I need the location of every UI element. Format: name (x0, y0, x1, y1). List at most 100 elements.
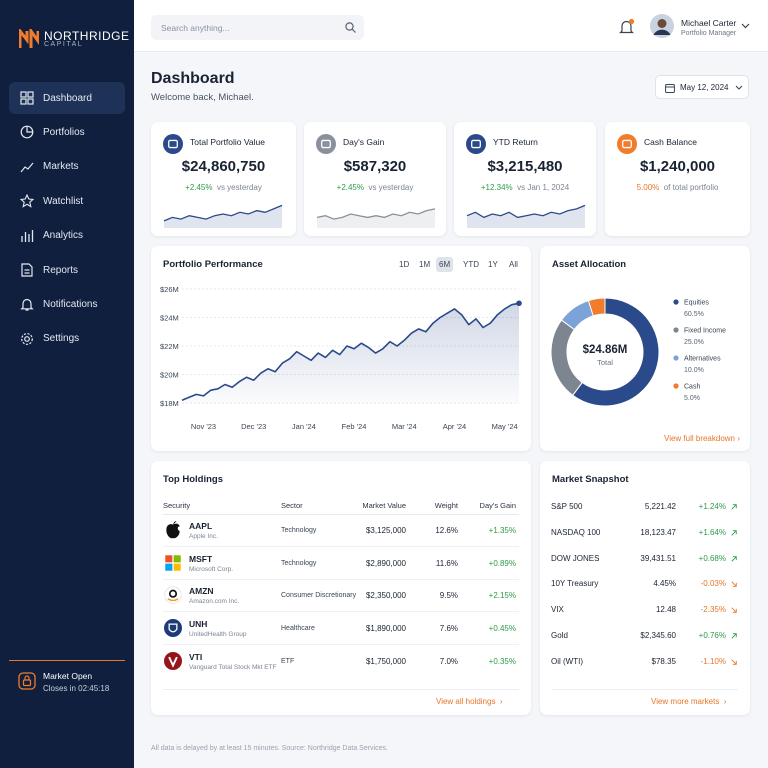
kpi-change-note: vs yesterday (368, 183, 414, 192)
column-header: Sector (281, 501, 303, 510)
sector: ETF (281, 657, 295, 665)
market-value: $1,890,000 (365, 624, 406, 634)
x-tick-label: Mar '24 (392, 422, 417, 431)
search-placeholder: Search anything... (161, 23, 230, 33)
kpi-label: Total Portfolio Value (190, 137, 265, 147)
change-arrow (731, 659, 737, 665)
index-value: 12.48 (655, 605, 676, 615)
footer-note: All data is delayed by at least 15 minut… (151, 745, 388, 752)
market-value: $3,125,000 (365, 526, 406, 535)
index-value: $2,345.60 (640, 631, 676, 640)
link-text: View more markets (651, 697, 720, 706)
avatar[interactable] (650, 14, 674, 38)
snapshot-card: Market Snapshot View more markets › S&P … (540, 461, 750, 715)
nav-item[interactable]: Analytics (9, 220, 125, 252)
nav-icon (20, 91, 34, 105)
range-button[interactable]: All (509, 260, 518, 269)
index-name: Gold (551, 631, 568, 640)
nav-label: Analytics (43, 230, 84, 242)
nav-label: Markets (43, 161, 79, 173)
range-button[interactable]: YTD (463, 260, 479, 269)
ticker: UNH (189, 619, 208, 630)
index-name: DOW JONES (551, 553, 600, 563)
range-button[interactable]: 1Y (488, 260, 498, 269)
legend-label: Fixed Income (684, 328, 726, 335)
market-status: Market Open (43, 671, 93, 681)
nav-label: Watchlist (43, 195, 84, 207)
legend-value: 60.5% (684, 311, 704, 318)
date-picker[interactable]: May 12, 2024 (655, 75, 749, 99)
brand-sub: CAPITAL (44, 41, 84, 48)
allocation-card: Asset Allocation Equities 60.5% Fixed Inco… (540, 246, 750, 451)
pie-slice (550, 319, 583, 396)
change-arrow (731, 504, 737, 510)
weight: 9.5% (439, 591, 458, 601)
kpi-change-value: +2.45% (336, 183, 364, 192)
topbar: Search anything... Michael Carter Portfo… (134, 0, 768, 52)
x-tick-label: Dec '23 (241, 422, 266, 431)
security-logo (165, 554, 181, 571)
legend-value: 25.0% (684, 339, 704, 346)
notification-icon[interactable] (619, 18, 635, 36)
brand-name: NORTHRIDGE (44, 29, 130, 43)
search-icon[interactable] (345, 22, 356, 33)
kpi-change: +12.34% vs Jan 1, 2024 (454, 183, 596, 192)
sparkline-line (466, 204, 586, 219)
x-tick-label: Apr '24 (443, 422, 467, 431)
user-menu-chevron[interactable] (741, 23, 750, 29)
line-area (182, 303, 519, 403)
index-change: -2.35% (700, 605, 726, 615)
x-tick-label: May '24 (492, 422, 518, 431)
nav-item[interactable]: Notifications (9, 288, 125, 320)
kpi-value: $3,215,480 (487, 158, 563, 175)
kpi-value: $24,860,750 (181, 158, 266, 175)
range-button[interactable]: 1D (399, 260, 410, 269)
column-header: Market Value (362, 501, 406, 510)
nav-item[interactable]: Dashboard (9, 82, 125, 114)
divider (9, 660, 125, 661)
holdings-card: Top Holdings View all holdings › Securit… (151, 461, 531, 715)
sidebar: NORTHRIDGE CAPITAL Dashboard Portfolios Ma… (0, 0, 134, 768)
nav-icon (20, 125, 34, 139)
security-name: Apple Inc. (189, 533, 218, 540)
index-value: 5,221.42 (644, 502, 676, 511)
security-logo (166, 521, 180, 539)
nav-icon (20, 194, 34, 208)
search-box[interactable]: Search anything... (151, 15, 364, 40)
nav-item[interactable]: Reports (9, 254, 125, 286)
ticker: MSFT (189, 553, 213, 564)
weight: 12.6% (435, 526, 458, 535)
breakdown-link[interactable]: View full breakdown › (664, 434, 740, 443)
sparkline (163, 204, 283, 228)
change-arrow (731, 633, 737, 639)
nav-item[interactable]: Markets (9, 151, 125, 183)
allocation-chart: Equities 60.5% Fixed Income 25.0% Alternativ… (550, 297, 726, 407)
index-change: -1.10% (700, 656, 726, 666)
markets-link[interactable]: View more markets › (651, 697, 727, 706)
column-header: Day's Gain (479, 501, 516, 510)
nav-label: Notifications (43, 298, 98, 310)
holdings-link[interactable]: View all holdings › (436, 697, 503, 706)
nav-item[interactable]: Portfolios (9, 116, 125, 148)
row-divider (163, 611, 519, 613)
divider (163, 689, 519, 690)
kpi-change: +2.45% vs yesterday (304, 183, 446, 192)
column-header: Security (163, 501, 191, 510)
ticker: AAPL (189, 521, 213, 531)
row-divider (163, 546, 519, 547)
sparkline-area (317, 208, 435, 228)
nav-item[interactable]: Settings (9, 323, 125, 355)
index-value: 39,431.51 (640, 553, 676, 563)
card-title: Asset Allocation (552, 259, 627, 270)
security-name: Microsoft Corp. (189, 565, 234, 573)
range-button[interactable]: 6M (436, 257, 454, 272)
range-button[interactable]: 1M (419, 260, 431, 269)
security-name: Amazon.com Inc. (189, 598, 240, 606)
ticker: AMZN (189, 586, 214, 597)
kpi-card: Cash Balance $1,240,000 5.00% of total por… (605, 122, 750, 236)
y-tick-label: $24M (160, 314, 179, 323)
pie-slice (572, 297, 660, 407)
row-divider (163, 578, 519, 580)
nav-item[interactable]: Watchlist (9, 185, 125, 217)
nav-label: Portfolios (43, 126, 85, 138)
